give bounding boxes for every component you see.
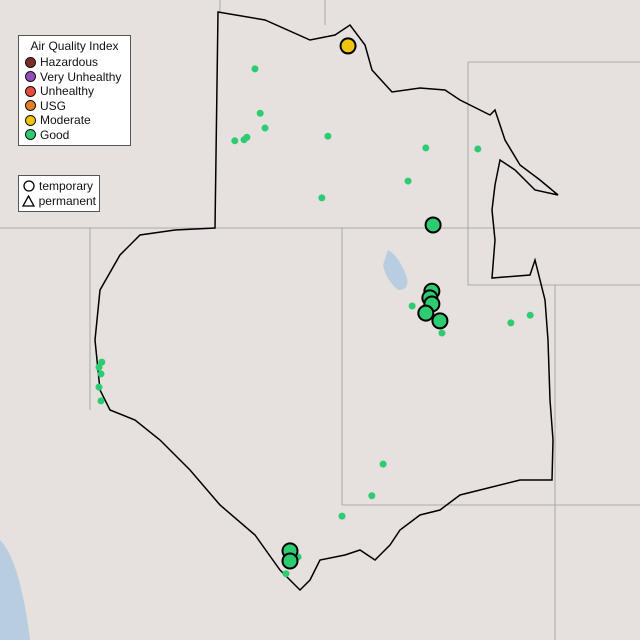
permanent-monitor[interactable] xyxy=(324,132,332,140)
permanent-monitor[interactable] xyxy=(256,109,264,117)
triangle-icon xyxy=(22,194,36,207)
permanent-monitor[interactable] xyxy=(231,137,239,145)
legend-label: USG xyxy=(40,98,67,113)
permanent-monitor[interactable] xyxy=(261,124,269,132)
temporary-monitor[interactable] xyxy=(339,37,357,55)
color-swatch-icon xyxy=(25,71,36,83)
color-swatch-icon xyxy=(25,100,36,112)
permanent-monitor[interactable] xyxy=(368,492,376,500)
legend-label: Unhealthy xyxy=(40,84,95,99)
permanent-monitor[interactable] xyxy=(404,177,412,185)
legend-label: Good xyxy=(40,127,70,142)
temporary-monitor[interactable] xyxy=(281,552,299,570)
permanent-monitor[interactable] xyxy=(97,397,105,405)
permanent-monitor[interactable] xyxy=(379,460,387,468)
legend-item-very-unhealthy: Very Unhealthy xyxy=(25,70,124,85)
legend-item-good: Good xyxy=(25,128,124,143)
permanent-monitor[interactable] xyxy=(95,363,103,371)
color-swatch-icon xyxy=(25,129,36,141)
permanent-monitor[interactable] xyxy=(95,383,103,391)
temporary-monitor[interactable] xyxy=(424,216,442,234)
legend-permanent: permanent xyxy=(22,194,96,209)
legend-label: temporary xyxy=(39,179,94,194)
legend-temporary: temporary xyxy=(22,179,96,194)
permanent-monitor[interactable] xyxy=(243,133,251,141)
legend-title: Air Quality Index xyxy=(30,39,119,53)
permanent-monitor[interactable] xyxy=(474,145,482,153)
legend-label: Moderate xyxy=(40,113,91,128)
permanent-monitor[interactable] xyxy=(318,194,326,202)
permanent-monitor[interactable] xyxy=(98,358,106,366)
monitor-points xyxy=(95,37,534,578)
circle-icon xyxy=(22,180,36,192)
color-swatch-icon xyxy=(25,85,36,97)
permanent-monitor[interactable] xyxy=(507,319,515,327)
aqi-legend: Air Quality Index Hazardous Very Unhealth… xyxy=(18,35,131,146)
permanent-monitor[interactable] xyxy=(422,144,430,152)
legend-label: Hazardous xyxy=(40,55,99,70)
permanent-monitor[interactable] xyxy=(526,311,534,319)
legend-item-moderate: Moderate xyxy=(25,113,124,128)
lakes xyxy=(0,250,408,640)
permanent-monitor[interactable] xyxy=(338,512,346,520)
permanent-monitor[interactable] xyxy=(251,65,259,73)
region-boundary xyxy=(94,11,559,592)
permanent-monitor[interactable] xyxy=(438,329,446,337)
legend-item-unhealthy: Unhealthy xyxy=(25,84,124,99)
temporary-monitor[interactable] xyxy=(417,304,435,322)
legend-item-hazardous: Hazardous xyxy=(25,55,124,70)
permanent-monitor[interactable] xyxy=(282,570,290,578)
legend-label: permanent xyxy=(38,193,96,208)
color-swatch-icon xyxy=(25,56,36,68)
legend-label: Very Unhealthy xyxy=(40,69,122,84)
legend-item-usg: USG xyxy=(25,99,124,114)
temporary-monitor[interactable] xyxy=(431,312,449,330)
type-legend: temporary permanent xyxy=(18,175,100,212)
color-swatch-icon xyxy=(25,114,36,126)
permanent-monitor[interactable] xyxy=(408,302,416,310)
permanent-monitor[interactable] xyxy=(97,370,105,378)
